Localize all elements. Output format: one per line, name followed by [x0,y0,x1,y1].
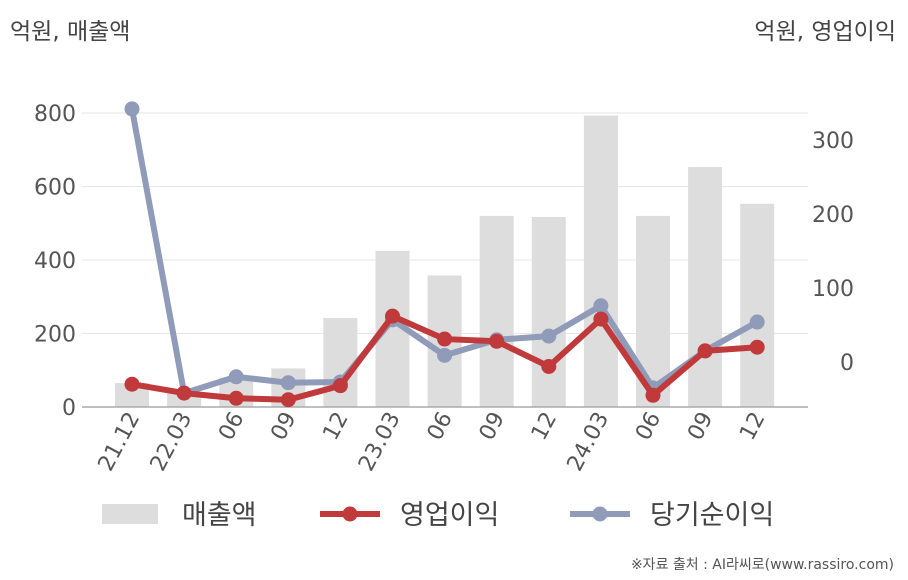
point-8 [541,358,557,374]
legend-marker [592,506,608,522]
right-tick-label: 100 [812,277,854,302]
legend-label: 영업이익 [400,500,499,531]
right-tick-label: 300 [812,129,854,154]
left-tick-label: 0 [62,396,76,421]
point-10 [645,387,661,403]
point-5 [385,308,400,324]
bar-series [115,115,775,407]
right-tick-label: 0 [840,351,854,376]
point-2 [228,369,244,385]
legend-label: 매출액 [182,500,257,531]
bar-12 [740,203,775,407]
x-tick-label: 09 [683,408,718,444]
x-tick-label: 21.12 [94,408,146,475]
point-9 [593,311,609,327]
point-2 [228,390,244,406]
point-7 [489,333,505,349]
legend-item-영업이익: 영업이익 [320,500,499,531]
left-tick-label: 800 [34,102,76,127]
x-tick-label: 06 [423,408,458,444]
point-3 [280,392,296,408]
x-tick-label: 06 [631,408,666,444]
legend: 매출액 영업이익 당기순이익 [102,500,774,531]
bar-4 [323,318,358,407]
point-6 [437,331,453,347]
right-axis-ticks: 0 100 200 300 [812,129,854,376]
left-tick-label: 600 [34,176,76,201]
x-tick-label: 12 [527,408,562,444]
bar-11 [688,167,723,407]
x-tick-label: 06 [214,408,249,444]
bar-8 [531,217,566,407]
x-tick-label: 24.03 [563,408,615,475]
point-6 [437,347,453,363]
x-axis-ticks: 21.12 22.03 06 09 12 23.03 06 09 12 24.03 06 09 12 [94,408,771,475]
legend-label: 당기순이익 [650,500,774,531]
point-8 [541,328,557,344]
legend-item-당기순이익: 당기순이익 [570,500,774,531]
x-tick-label: 22.03 [146,408,198,475]
right-axis-unit: 억원, 영업이익 [754,19,896,45]
x-tick-label: 23.03 [354,408,406,475]
point-3 [280,375,296,391]
left-tick-label: 400 [34,249,76,274]
bar-7 [479,215,514,407]
bar-9 [583,115,618,407]
point-11 [697,343,713,359]
x-tick-label: 12 [318,408,353,444]
point-0 [124,376,140,392]
legend-swatch [102,504,158,524]
point-12 [749,339,765,355]
line-series [124,101,765,408]
left-axis-ticks: 0 200 400 600 800 [34,102,76,421]
legend-item-매출액: 매출액 [102,500,257,531]
x-tick-label: 09 [475,408,510,444]
x-tick-label: 12 [735,408,770,444]
series-영업이익 [124,308,765,408]
legend-marker [342,506,358,522]
point-1 [176,385,192,401]
left-axis-unit: 억원, 매출액 [10,19,131,45]
left-tick-label: 200 [34,323,76,348]
point-4 [332,378,348,394]
x-tick-label: 09 [266,408,301,444]
point-9 [593,298,609,314]
point-12 [749,314,765,330]
bar-0 [115,383,149,407]
source-note: ※자료 출처 : AI라씨로(www.rassiro.com) [630,557,894,573]
point-0 [124,101,140,117]
right-tick-label: 200 [812,203,854,228]
